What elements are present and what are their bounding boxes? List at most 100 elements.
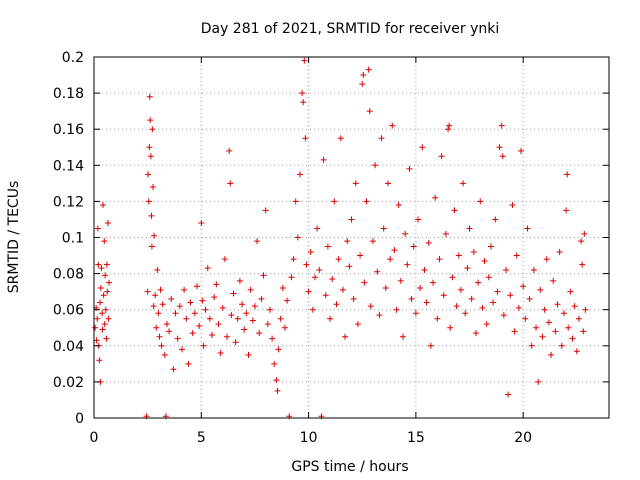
data-point (178, 346, 185, 353)
data-point (554, 301, 561, 308)
data-point (500, 312, 507, 319)
data-point (372, 162, 379, 169)
data-point (573, 348, 580, 355)
data-point (352, 180, 359, 187)
data-point (528, 342, 535, 349)
data-point (103, 335, 110, 342)
data-point (460, 180, 467, 187)
data-point (256, 330, 263, 337)
data-point (309, 306, 316, 313)
data-point (148, 212, 155, 219)
y-tick-label: 0.1 (62, 231, 84, 247)
data-point (535, 378, 542, 385)
data-point (417, 285, 424, 292)
data-point (185, 360, 192, 367)
plot-frame (93, 56, 610, 419)
data-point (181, 286, 188, 293)
data-point (213, 281, 220, 288)
data-point (408, 295, 415, 302)
data-point (155, 310, 162, 317)
y-tick-label: 0 (75, 411, 84, 427)
data-point (464, 265, 471, 272)
data-point (337, 135, 344, 142)
data-point (163, 321, 170, 328)
data-point (404, 261, 411, 268)
data-point (335, 256, 342, 263)
data-point (230, 290, 237, 297)
data-point (104, 220, 111, 227)
data-point (575, 315, 582, 322)
axis-ticks: 0 0.02 0.04 0.06 0.08 0.1 0.12 0.14 0.16 0.18 0.2 0… (53, 50, 609, 446)
data-point (569, 335, 576, 342)
data-point (457, 286, 464, 293)
data-point (447, 324, 454, 331)
data-point (217, 350, 224, 357)
data-point (202, 306, 209, 313)
data-point (312, 274, 319, 281)
data-point (548, 351, 555, 358)
data-point (339, 286, 346, 293)
data-point (509, 202, 516, 209)
data-point (99, 326, 106, 333)
data-point (533, 324, 540, 331)
y-tick-label: 0.16 (53, 122, 84, 138)
data-point (389, 122, 396, 129)
data-point (499, 153, 506, 160)
data-point (472, 330, 479, 337)
data-point (258, 295, 265, 302)
data-point (149, 126, 156, 133)
data-point (274, 387, 281, 394)
data-point (150, 303, 157, 310)
data-point (367, 303, 374, 310)
data-point (277, 315, 284, 322)
data-point (560, 310, 567, 317)
data-point (290, 256, 297, 263)
data-point (578, 238, 585, 245)
data-point (176, 303, 183, 310)
y-axis-label: SRMTID / TECUs (6, 181, 22, 294)
data-point (166, 328, 173, 335)
data-point (106, 279, 113, 286)
data-point (98, 265, 105, 272)
data-point (174, 335, 181, 342)
data-point (581, 230, 588, 237)
data-point (302, 135, 309, 142)
data-point (393, 306, 400, 313)
data-point (209, 331, 216, 338)
data-point (507, 292, 514, 299)
data-point (329, 276, 336, 283)
data-point (94, 225, 101, 232)
data-point (438, 153, 445, 160)
data-point (146, 93, 153, 100)
data-point (376, 312, 383, 319)
data-point (168, 295, 175, 302)
data-point (324, 243, 331, 250)
data-point (284, 297, 291, 304)
data-point (221, 256, 228, 263)
data-point (236, 277, 243, 284)
data-point (150, 183, 157, 190)
data-point (144, 288, 151, 295)
data-point (415, 216, 422, 223)
data-point (565, 324, 572, 331)
data-point (94, 315, 101, 322)
data-point (455, 252, 462, 259)
data-point (211, 294, 218, 301)
data-point (300, 99, 307, 106)
data-point (580, 328, 587, 335)
data-point (400, 333, 406, 340)
data-point (204, 265, 211, 272)
data-point (490, 299, 497, 306)
data-point (99, 310, 106, 317)
data-point (425, 239, 432, 246)
data-point (292, 198, 299, 205)
data-point (446, 122, 453, 129)
data-point (378, 135, 385, 142)
data-point (92, 324, 99, 331)
data-point (320, 156, 327, 163)
data-point (146, 144, 153, 151)
data-point (269, 335, 276, 342)
data-point (563, 207, 570, 214)
data-point (206, 315, 213, 322)
data-point (100, 202, 107, 209)
